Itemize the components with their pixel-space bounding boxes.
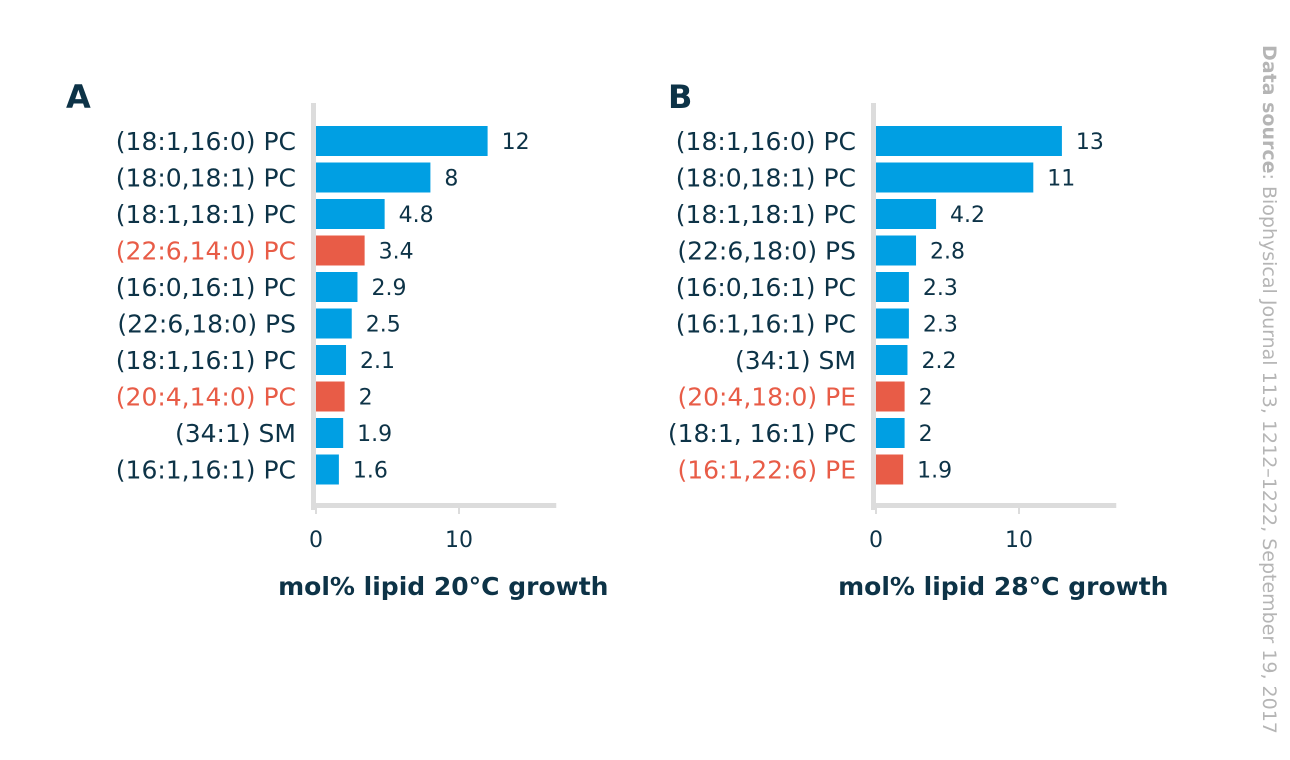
panel-a-value-label: 8	[444, 167, 458, 192]
panel-a-x-axis-label: mol% lipid 20°C growth	[278, 572, 608, 601]
panel-a-value-label: 2.9	[371, 276, 406, 301]
panel-a-value-label: 12	[502, 130, 530, 155]
panel-a-category-label: (18:0,18:1) PC	[116, 164, 296, 193]
panel-a-category-label: (34:1) SM	[175, 419, 296, 448]
panel-b-value-label: 2.2	[921, 349, 956, 374]
panel-b-category-label: (16:1,16:1) PC	[676, 310, 856, 339]
panel-a-tick-label: 10	[445, 528, 473, 553]
panel-a-value-label: 1.9	[357, 422, 392, 447]
panel-b-value-label: 2.3	[923, 276, 958, 301]
panel-a-value-label: 4.8	[399, 203, 434, 228]
panel-b-bar	[876, 308, 909, 339]
panel-a-bar	[316, 199, 385, 229]
panel-a-bar	[316, 381, 345, 412]
panel-a-value-label: 3.4	[379, 240, 414, 265]
panel-b-value-label: 4.2	[950, 203, 985, 228]
panel-b-value-label: 2	[919, 422, 933, 447]
panel-b-value-label: 1.9	[917, 459, 952, 484]
panel-a-letter: A	[66, 78, 91, 116]
panel-b-bar	[876, 418, 905, 448]
panel-a-category-label: (20:4,14:0) PC	[116, 383, 296, 412]
panel-a-value-label: 1.6	[353, 459, 388, 484]
panel-a-bar	[316, 345, 347, 375]
panel-a-bar	[316, 454, 339, 485]
panel-a-value-label: 2.5	[366, 313, 401, 338]
panel-b-y-axis	[871, 103, 876, 510]
panel-a-category-label: (16:1,16:1) PC	[116, 456, 296, 485]
data-source-text: : Biophysical Journal 113, 1212–1222, Se…	[1258, 173, 1280, 734]
panel-b-bar	[876, 162, 1034, 193]
panel-b-value-label: 11	[1047, 167, 1075, 192]
panel-a-category-label: (16:0,16:1) PC	[116, 273, 296, 302]
panel-a-y-axis	[311, 103, 316, 510]
panel-b-bar	[876, 272, 909, 302]
panel-a-category-label: (18:1,16:1) PC	[116, 346, 296, 375]
panel-a-tick-label: 0	[309, 528, 323, 553]
panel-b-category-label: (18:1, 16:1) PC	[668, 419, 856, 448]
panel-a-category-label: (22:6,14:0) PC	[116, 237, 296, 266]
panel-b-category-label: (20:4,18:0) PE	[677, 383, 856, 412]
panel-a-category-label: (18:1,18:1) PC	[116, 200, 296, 229]
panel-a-category-label: (22:6,18:0) PS	[117, 310, 296, 339]
panel-b-category-label: (22:6,18:0) PS	[677, 237, 856, 266]
panel-b-category-label: (16:1,22:6) PE	[677, 456, 856, 485]
panel-b-value-label: 13	[1076, 130, 1104, 155]
panel-a-bar	[316, 272, 358, 302]
panel-a-bar	[316, 126, 488, 156]
panel-b-letter: B	[668, 78, 692, 116]
panel-b-bar	[876, 126, 1062, 156]
panel-b-category-label: (16:0,16:1) PC	[676, 273, 856, 302]
panel-a-bar	[316, 418, 344, 448]
panel-b-bar	[876, 235, 917, 266]
panel-b-bar	[876, 381, 905, 412]
panel-a-bar	[316, 308, 352, 339]
panel-b-tick-label: 10	[1005, 528, 1033, 553]
panel-b-bar	[876, 454, 904, 485]
panel-a-bar	[316, 162, 431, 193]
panel-b-value-label: 2.8	[930, 240, 965, 265]
panel-b-category-label: (18:0,18:1) PC	[676, 164, 856, 193]
panel-b-bar	[876, 199, 937, 229]
panel-a-category-label: (18:1,16:0) PC	[116, 127, 296, 156]
panel-b-category-label: (18:1,18:1) PC	[676, 200, 856, 229]
panel-b-x-axis	[871, 503, 1117, 508]
panel-a-bar	[316, 235, 365, 266]
data-source-label: Data source	[1258, 45, 1280, 174]
panel-b-x-axis-label: mol% lipid 28°C growth	[838, 572, 1168, 601]
panel-b-category-label: (18:1,16:0) PC	[676, 127, 856, 156]
panel-a-x-axis	[311, 503, 557, 508]
panel-b-value-label: 2	[919, 386, 933, 411]
panel-b-value-label: 2.3	[923, 313, 958, 338]
panel-a-value-label: 2	[359, 386, 373, 411]
panel-a-value-label: 2.1	[360, 349, 395, 374]
panel-b-category-label: (34:1) SM	[735, 346, 856, 375]
data-source-note: Data source: Biophysical Journal 113, 12…	[1258, 45, 1280, 734]
panel-b-tick-label: 0	[869, 528, 883, 553]
panel-b-bar	[876, 345, 908, 375]
